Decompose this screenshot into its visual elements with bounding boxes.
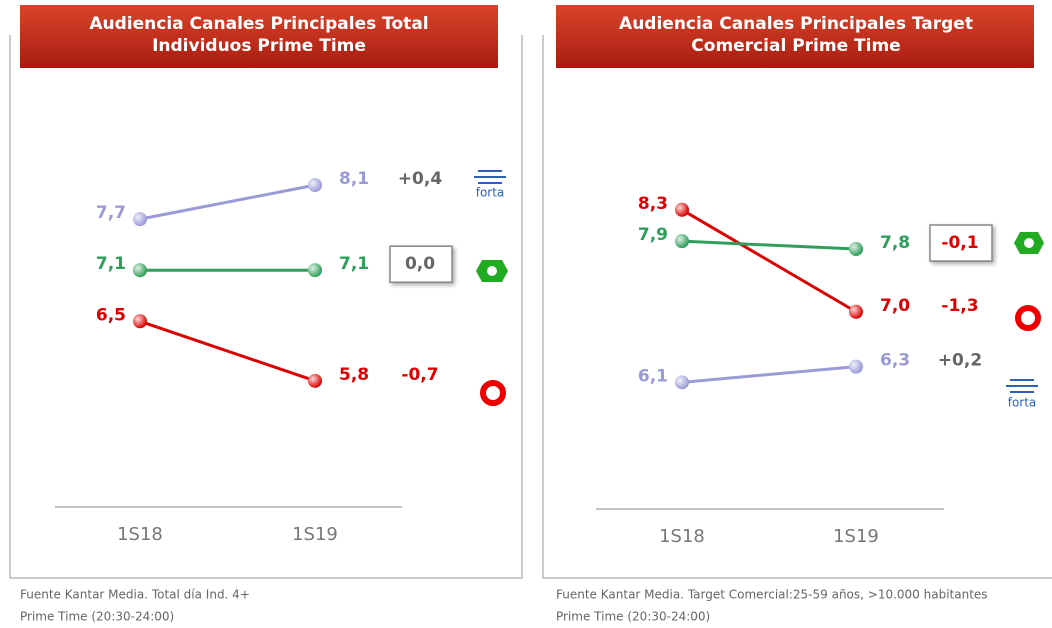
point-shine bbox=[849, 304, 863, 319]
point-shine bbox=[675, 375, 689, 390]
series-line bbox=[681, 239, 857, 251]
x-tick-label: 1S19 bbox=[292, 524, 338, 545]
change-label: +0,4 bbox=[398, 169, 443, 189]
logo-text: forta bbox=[476, 186, 505, 200]
point-shine bbox=[308, 373, 322, 388]
panel-frame bbox=[9, 35, 523, 579]
forta-logo: forta bbox=[1006, 379, 1038, 410]
footnote: Fuente Kantar Media. Total día Ind. 4+ bbox=[20, 588, 250, 602]
change-label: 0,0 bbox=[405, 254, 435, 274]
change-label: -0,7 bbox=[401, 365, 438, 385]
antena3-logo bbox=[480, 380, 506, 406]
series-line bbox=[139, 319, 316, 383]
title-banner bbox=[20, 5, 498, 68]
series-line bbox=[139, 183, 316, 221]
data-label: 6,1 bbox=[638, 366, 668, 386]
point-shine bbox=[849, 242, 863, 257]
data-label: 6,5 bbox=[96, 305, 126, 325]
change-box bbox=[929, 224, 993, 262]
forta-logo: forta bbox=[474, 170, 506, 200]
change-label: -1,3 bbox=[941, 296, 978, 316]
series-line bbox=[681, 208, 857, 314]
footnote: Prime Time (20:30-24:00) bbox=[556, 610, 710, 624]
la6-logo bbox=[487, 266, 497, 276]
data-label: 8,1 bbox=[339, 169, 369, 189]
series-line bbox=[681, 365, 857, 384]
point-shine bbox=[308, 263, 322, 278]
title-banner bbox=[556, 5, 1034, 68]
point-shine bbox=[308, 178, 322, 193]
chart-title: Audiencia Canales Principales Total bbox=[89, 14, 428, 34]
data-label: 7,7 bbox=[96, 203, 126, 223]
logo-text: forta bbox=[1008, 396, 1037, 410]
chart-title: Individuos Prime Time bbox=[152, 36, 366, 56]
data-label: 8,3 bbox=[638, 194, 668, 214]
change-label: +0,2 bbox=[938, 351, 982, 371]
x-tick-label: 1S19 bbox=[833, 526, 879, 547]
x-tick-label: 1S18 bbox=[659, 526, 705, 547]
chart-title: Comercial Prime Time bbox=[691, 36, 900, 56]
point-shine bbox=[849, 359, 863, 374]
footnote: Fuente Kantar Media. Target Comercial:25… bbox=[556, 588, 988, 602]
antena3-logo bbox=[1015, 305, 1041, 331]
la6-logo bbox=[1024, 238, 1034, 248]
data-label: 7,1 bbox=[339, 254, 369, 274]
point-shine bbox=[133, 263, 147, 278]
point-shine bbox=[133, 212, 147, 227]
data-label: 6,3 bbox=[880, 351, 910, 371]
point-shine bbox=[675, 202, 689, 217]
data-label: 7,1 bbox=[96, 254, 126, 274]
point-shine bbox=[675, 234, 689, 249]
change-box bbox=[389, 245, 453, 283]
x-tick-label: 1S18 bbox=[117, 524, 163, 545]
data-label: 7,0 bbox=[880, 296, 910, 316]
data-label: 7,8 bbox=[880, 233, 910, 253]
data-label: 5,8 bbox=[339, 365, 369, 385]
panel-frame bbox=[542, 35, 1052, 579]
data-label: 7,9 bbox=[638, 225, 668, 245]
chart-title: Audiencia Canales Principales Target bbox=[619, 14, 973, 34]
point-shine bbox=[133, 314, 147, 329]
change-label: -0,1 bbox=[941, 233, 978, 253]
footnote: Prime Time (20:30-24:00) bbox=[20, 610, 174, 624]
